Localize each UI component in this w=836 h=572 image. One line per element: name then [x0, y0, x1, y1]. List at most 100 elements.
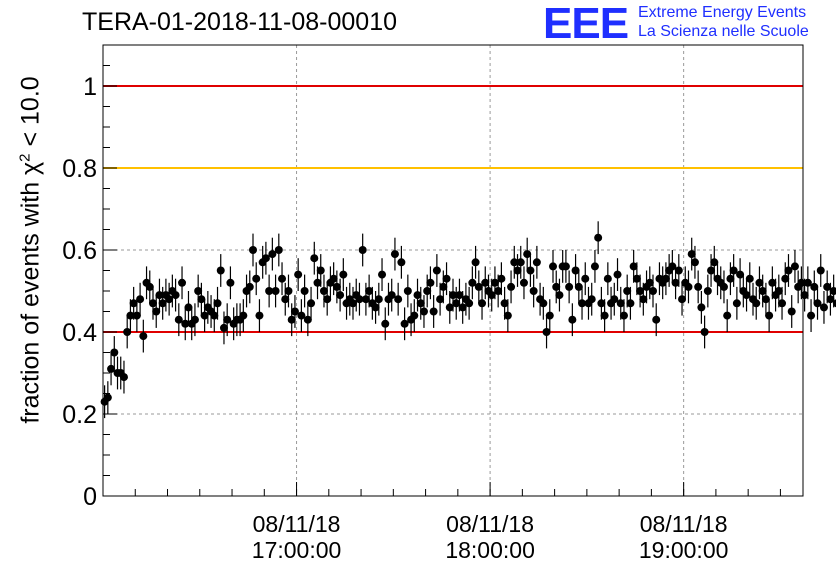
data-point — [355, 295, 364, 304]
data-point — [561, 262, 570, 271]
data-point — [455, 291, 464, 300]
data-point — [623, 287, 632, 295]
data-point — [507, 282, 516, 291]
data-point — [371, 303, 380, 312]
data-point — [200, 311, 209, 320]
data-point — [216, 266, 225, 275]
data-point — [294, 270, 303, 279]
data-point — [152, 307, 161, 316]
data-point — [513, 266, 522, 275]
data-point — [765, 311, 774, 320]
data-point — [697, 303, 706, 312]
data-point — [213, 299, 222, 308]
data-point — [174, 315, 183, 324]
reference-lines — [103, 85, 803, 333]
data-point — [181, 319, 190, 328]
data-point — [139, 332, 148, 341]
data-point — [678, 295, 687, 304]
data-point — [126, 311, 135, 320]
data-point — [390, 250, 399, 259]
data-point — [297, 311, 306, 320]
data-point — [542, 328, 551, 336]
data-point — [581, 274, 590, 283]
data-point — [158, 299, 167, 308]
data-point — [819, 303, 828, 312]
y-axis-label-exponent: 2 — [16, 153, 34, 162]
data-point — [310, 254, 319, 263]
data-point — [226, 278, 235, 287]
data-point — [571, 266, 580, 275]
data-point — [800, 291, 809, 300]
data-point — [532, 258, 541, 267]
data-point — [110, 348, 119, 357]
data-point — [603, 274, 612, 283]
error-bars — [104, 221, 835, 419]
data-point — [690, 258, 699, 267]
data-point — [723, 311, 732, 320]
data-point — [300, 287, 309, 295]
data-point — [726, 274, 735, 283]
data-point — [210, 311, 219, 320]
data-point — [436, 295, 445, 304]
data-point — [823, 282, 832, 291]
data-point — [223, 315, 232, 324]
data-point — [594, 233, 603, 242]
data-point — [810, 282, 819, 291]
data-point — [432, 266, 441, 275]
data-point — [710, 258, 719, 267]
data-point — [645, 278, 654, 287]
x-tick-label-date: 08/11/18 — [446, 511, 534, 537]
data-point — [329, 274, 338, 283]
data-point — [129, 299, 138, 308]
data-point — [736, 270, 745, 279]
data-point — [616, 299, 625, 308]
data-point — [707, 266, 716, 275]
data-point — [107, 364, 116, 373]
y-tick-label: 1 — [83, 73, 97, 101]
data-point — [423, 287, 432, 295]
data-point — [381, 319, 390, 328]
data-point — [349, 299, 357, 308]
data-point — [510, 258, 519, 267]
data-point — [387, 291, 396, 300]
x-tick-label-time: 17:00:00 — [252, 537, 342, 563]
data-point — [781, 274, 790, 283]
data-point — [155, 291, 164, 300]
data-point — [190, 315, 199, 324]
data-point — [429, 307, 438, 316]
data-point — [719, 282, 728, 291]
x-tick-label-date: 08/11/18 — [253, 511, 341, 537]
y-axis-label: fraction of events with χ2 < 10.0 — [16, 76, 45, 423]
data-point — [449, 291, 457, 300]
data-point — [636, 287, 645, 295]
data-point — [519, 278, 528, 287]
data-point — [652, 315, 661, 324]
data-point — [178, 278, 187, 287]
data-point — [729, 266, 738, 275]
data-point — [778, 299, 787, 308]
data-point — [403, 287, 412, 295]
data-point — [478, 299, 487, 308]
data-point — [313, 278, 322, 287]
data-point — [578, 299, 587, 308]
data-point — [184, 303, 193, 312]
data-point — [516, 258, 525, 267]
data-point — [703, 287, 712, 295]
eee-logo: EEE Extreme Energy Events La Scienza nel… — [543, 2, 833, 46]
data-point — [410, 311, 419, 320]
data-point — [574, 282, 583, 291]
data-point — [358, 246, 367, 254]
data-point — [671, 278, 680, 287]
data-point — [500, 299, 509, 308]
data-point — [487, 291, 496, 300]
data-point — [316, 266, 325, 275]
data-point — [290, 307, 299, 316]
data-point — [149, 299, 157, 308]
data-point — [426, 278, 435, 287]
data-point — [784, 266, 793, 275]
data-points — [100, 233, 836, 406]
y-axis-label-prefix: fraction of events with — [16, 174, 45, 424]
data-point — [497, 274, 506, 283]
x-tick-label-date: 08/11/18 — [640, 511, 728, 537]
